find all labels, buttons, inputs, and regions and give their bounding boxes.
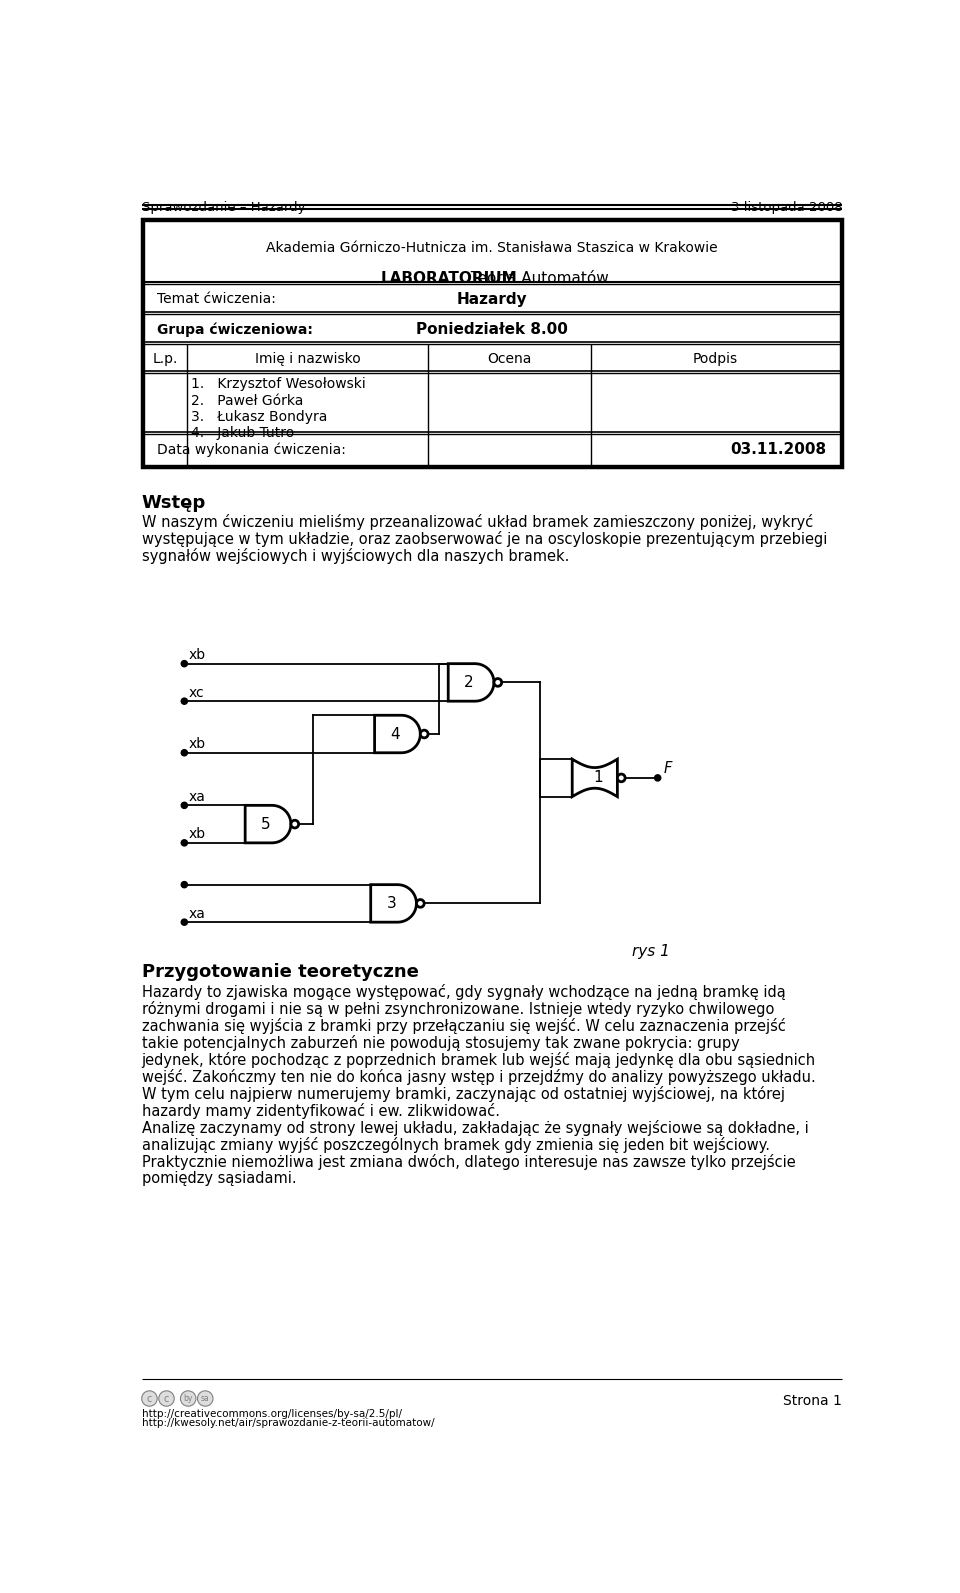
Text: Podpis: Podpis [693,352,738,366]
Text: xb: xb [189,738,206,752]
Text: xc: xc [189,685,204,699]
Text: hazardy mamy zidentyfikować i ew. zlikwidować.: hazardy mamy zidentyfikować i ew. zlikwi… [142,1102,500,1118]
Text: Hazardy: Hazardy [457,292,527,307]
Circle shape [655,774,660,781]
Circle shape [142,1391,157,1407]
Text: Imię i nazwisko: Imię i nazwisko [254,352,360,366]
Text: sa: sa [201,1394,209,1403]
Bar [144,221,840,465]
Text: xa: xa [189,790,205,804]
Text: 4: 4 [391,726,400,741]
Bar [142,218,842,467]
Text: sygnałów wejściowych i wyjściowych dla naszych bramek.: sygnałów wejściowych i wyjściowych dla n… [142,548,569,564]
Text: Hazardy to zjawiska mogące występować, gdy sygnały wchodzące na jedną bramkę idą: Hazardy to zjawiska mogące występować, g… [142,984,785,1000]
Text: jedynek, które pochodząc z poprzednich bramek lub wejść mają jedynkę dla obu sąs: jedynek, które pochodząc z poprzednich b… [142,1051,816,1067]
Text: LABORATORIUM: LABORATORIUM [381,271,517,285]
Circle shape [181,881,187,887]
Circle shape [617,774,625,782]
Text: Sprawozdanie – Hazardy: Sprawozdanie – Hazardy [142,201,305,213]
Text: Strona 1: Strona 1 [783,1394,842,1408]
Text: 1: 1 [593,771,603,785]
Text: rys 1: rys 1 [632,945,669,959]
Text: xb: xb [189,827,206,841]
Circle shape [417,900,424,908]
Circle shape [181,698,187,704]
Text: Ocena: Ocena [488,352,532,366]
Text: 03.11.2008: 03.11.2008 [731,441,827,457]
Text: Poniedziałek 8.00: Poniedziałek 8.00 [416,322,568,336]
Text: 3.   Łukasz Bondyra: 3. Łukasz Bondyra [191,409,327,424]
Text: 2.   Paweł Górka: 2. Paweł Górka [191,393,303,408]
PathPatch shape [448,664,494,701]
Circle shape [291,820,299,828]
Text: xa: xa [189,906,205,921]
Text: http://kwesoly.net/air/sprawozdanie-z-teorii-automatow/: http://kwesoly.net/air/sprawozdanie-z-te… [142,1418,434,1427]
Text: Wstęp: Wstęp [142,494,206,511]
Circle shape [181,919,187,926]
PathPatch shape [245,806,291,843]
Text: Teoria Automatów: Teoria Automatów [461,271,609,285]
Text: 3: 3 [387,895,396,911]
Text: 3 listopada 2008: 3 listopada 2008 [731,201,842,213]
PathPatch shape [374,715,420,753]
Text: pomiędzy sąsiadami.: pomiędzy sąsiadami. [142,1171,297,1185]
Text: 5: 5 [261,817,271,832]
Text: by: by [183,1394,193,1403]
Circle shape [181,803,187,808]
Circle shape [494,679,502,687]
Text: xb: xb [189,648,206,663]
Text: 2: 2 [464,675,474,690]
Text: Temat ćwiczenia:: Temat ćwiczenia: [157,293,276,306]
Text: F: F [664,761,672,776]
Text: L.p.: L.p. [153,352,178,366]
Text: Grupa ćwiczeniowa:: Grupa ćwiczeniowa: [157,322,313,336]
Circle shape [158,1391,175,1407]
Text: c: c [164,1394,169,1403]
Text: Przygotowanie teoretyczne: Przygotowanie teoretyczne [142,964,419,981]
Circle shape [181,750,187,755]
Circle shape [180,1391,196,1407]
Text: Praktycznie niemożliwa jest zmiana dwóch, dlatego interesuje nas zawsze tylko pr: Praktycznie niemożliwa jest zmiana dwóch… [142,1153,796,1169]
PathPatch shape [371,884,417,922]
Text: takie potencjalnych zaburzeń nie powodują stosujemy tak zwane pokrycia: grupy: takie potencjalnych zaburzeń nie powoduj… [142,1035,739,1051]
Circle shape [181,840,187,846]
Text: zachwania się wyjścia z bramki przy przełączaniu się wejść. W celu zaznaczenia p: zachwania się wyjścia z bramki przy prze… [142,1018,785,1034]
Text: c: c [147,1394,152,1403]
Text: Akademia Górniczo-Hutnicza im. Stanisława Staszica w Krakowie: Akademia Górniczo-Hutnicza im. Stanisław… [266,241,718,255]
Text: wejść. Zakończmy ten nie do końca jasny wstęp i przejdźmy do analizy powyższego : wejść. Zakończmy ten nie do końca jasny … [142,1069,815,1085]
Circle shape [181,661,187,667]
Text: analizując zmiany wyjść poszczególnych bramek gdy zmienia się jeden bit wejściow: analizując zmiany wyjść poszczególnych b… [142,1137,770,1153]
Text: 4.   Jakub Tutro: 4. Jakub Tutro [191,425,295,440]
Text: występujące w tym układzie, oraz zaobserwować je na oscyloskopie prezentującym p: występujące w tym układzie, oraz zaobser… [142,530,828,546]
Text: Data wykonania ćwiczenia:: Data wykonania ćwiczenia: [157,443,346,457]
Text: http://creativecommons.org/licenses/by-sa/2.5/pl/: http://creativecommons.org/licenses/by-s… [142,1408,401,1418]
Circle shape [198,1391,213,1407]
Circle shape [420,730,428,738]
Text: Analizę zaczynamy od strony lewej układu, zakładając że sygnały wejściowe są dok: Analizę zaczynamy od strony lewej układu… [142,1120,808,1136]
Text: W naszym ćwiczeniu mieliśmy przeanalizować układ bramek zamieszczony poniżej, wy: W naszym ćwiczeniu mieliśmy przeanalizow… [142,515,813,530]
Text: 1.   Krzysztof Wesołowski: 1. Krzysztof Wesołowski [191,378,366,392]
Text: W tym celu najpierw numerujemy bramki, zaczynając od ostatniej wyjściowej, na kt: W tym celu najpierw numerujemy bramki, z… [142,1086,784,1102]
Text: różnymi drogami i nie są w pełni zsynchronizowane. Istnieje wtedy ryzyko chwilow: różnymi drogami i nie są w pełni zsynchr… [142,1000,774,1018]
PathPatch shape [572,760,617,796]
